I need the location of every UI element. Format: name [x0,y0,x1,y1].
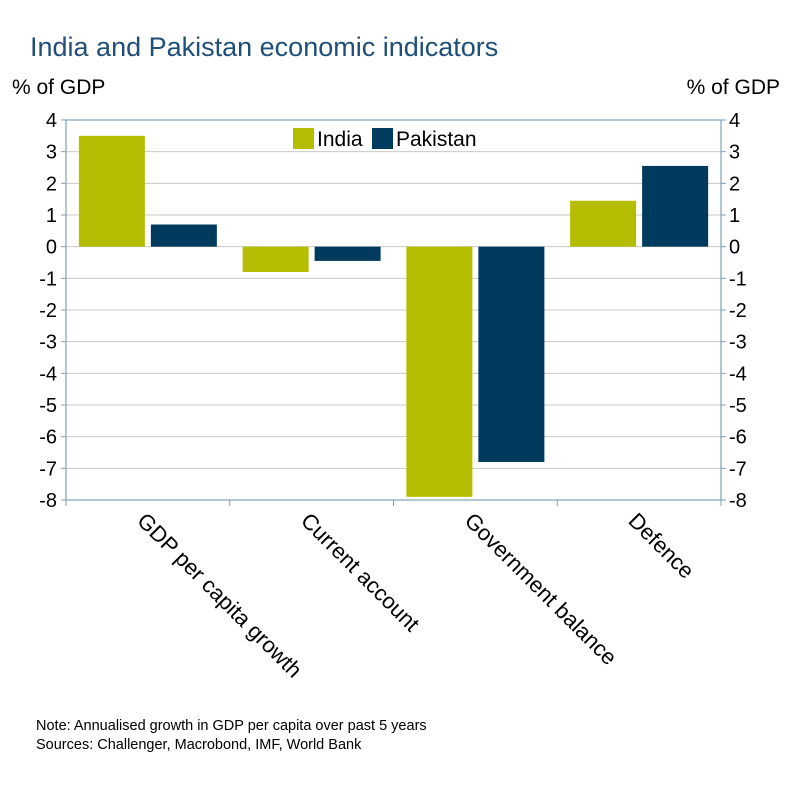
legend-label-pakistan: Pakistan [396,128,477,151]
chart-title: India and Pakistan economic indicators [30,32,499,62]
category-label: Defence [624,508,700,584]
right-axis-ticks: 4 3 2 1 0 -1 -2 -3 -4 -5 -6 -7 -8 [721,110,747,512]
right-tick-label: 4 [729,110,740,132]
y-axis-label-right: % of GDP [686,76,780,99]
bar-india [242,246,309,272]
category-label: Government balance [460,508,622,670]
left-tick-label: 2 [46,173,57,195]
right-tick-label: -4 [729,363,747,385]
right-tick-label: -1 [729,268,747,290]
right-tick-label: -6 [729,427,747,449]
left-tick-label: 1 [46,205,57,227]
right-tick-label: 0 [729,237,740,259]
left-axis-ticks: 4 3 2 1 0 -1 -2 -3 -4 -5 -6 -7 -8 [39,110,66,512]
right-tick-label: -7 [729,458,747,480]
left-tick-label: 0 [46,237,57,259]
right-tick-label: -2 [729,300,747,322]
left-tick-label: -7 [39,458,57,480]
left-tick-label: -6 [39,427,57,449]
bar-india [406,246,473,497]
legend: India Pakistan [293,128,477,151]
legend-label-india: India [317,128,363,151]
category-label: GDP per capita growth [132,508,307,683]
chart-canvas: 4 3 2 1 0 -1 -2 -3 -4 -5 -6 -7 -8 4 3 2 1 0 -1 -2 -3 -4 -5 -6 -… [39,110,747,683]
footnote: Note: Annualised growth in GDP per capit… [36,717,427,755]
category-label: Current account [296,508,424,636]
left-tick-label: -8 [39,490,57,512]
y-axis-label-left: % of GDP [12,76,106,99]
left-tick-label: 3 [46,142,57,164]
bars [78,135,709,497]
bar-india [78,135,145,247]
left-tick-label: -3 [39,332,57,354]
left-tick-label: -2 [39,300,57,322]
bar-pakistan [642,165,709,247]
footnote-sources: Sources: Challenger, Macrobond, IMF, Wor… [36,737,362,753]
x-axis-ticks [65,500,722,506]
right-tick-label: -8 [729,490,747,512]
footnote-note: Note: Annualised growth in GDP per capit… [36,718,427,734]
left-tick-label: -5 [39,395,57,417]
right-tick-label: -3 [729,332,747,354]
bar-india [570,200,637,247]
left-tick-label: -1 [39,268,57,290]
bar-pakistan [150,224,217,247]
right-tick-label: 2 [729,173,740,195]
left-tick-label: -4 [39,363,57,385]
gridlines [66,151,721,469]
right-tick-label: -5 [729,395,747,417]
legend-swatch-india [293,128,314,149]
bar-pakistan [314,246,381,261]
bar-pakistan [478,246,545,462]
right-tick-label: 1 [729,205,740,227]
right-tick-label: 3 [729,142,740,164]
legend-swatch-pakistan [372,128,393,149]
left-tick-label: 4 [46,110,57,132]
